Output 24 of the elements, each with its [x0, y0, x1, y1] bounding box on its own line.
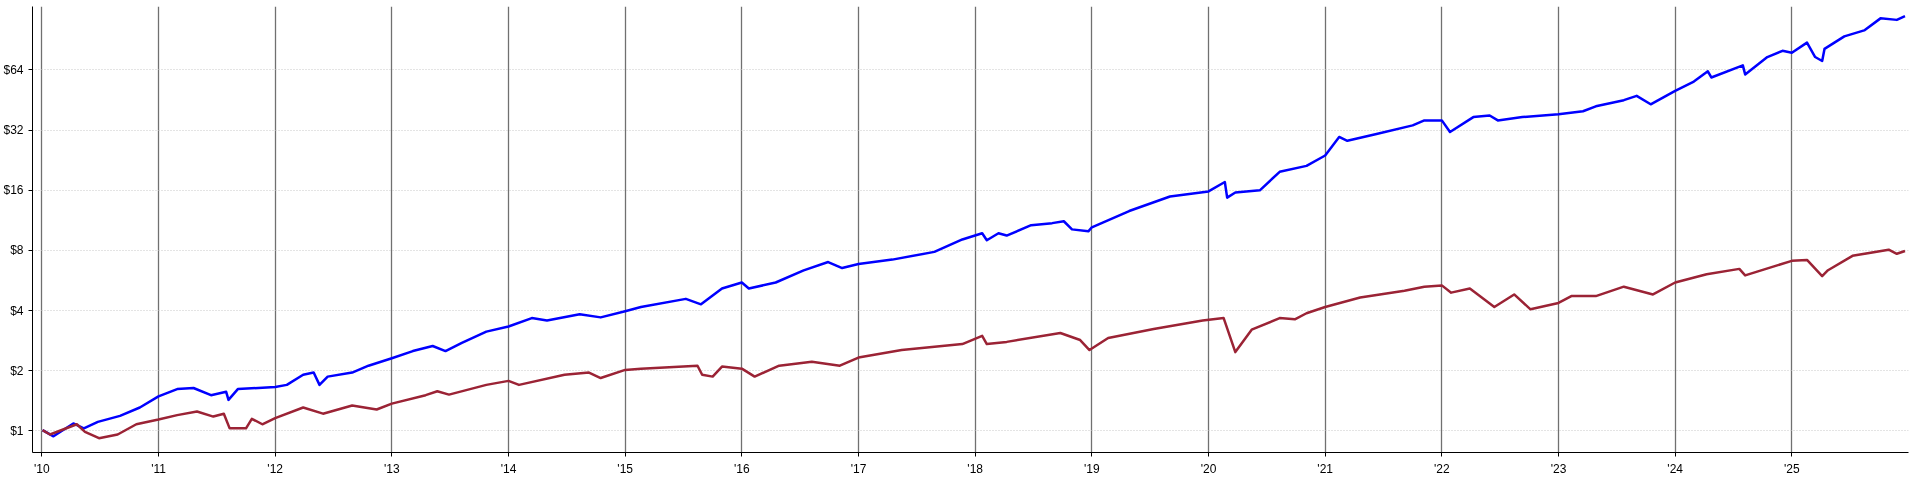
x-tick-label: '23 — [1550, 461, 1567, 476]
x-tick-label: '14 — [500, 461, 517, 476]
y-tick-label: $4 — [10, 303, 24, 318]
line-series — [41, 248, 1907, 440]
x-tick-label: '17 — [850, 461, 867, 476]
x-tick-label: '15 — [617, 461, 634, 476]
x-tick-label: '25 — [1784, 461, 1800, 476]
x-tick-label: '18 — [967, 461, 984, 476]
x-tick-label: '13 — [384, 461, 400, 476]
y-tick-label: $64 — [3, 62, 24, 77]
y-tick-label: $1 — [10, 423, 24, 438]
x-tick-label: '10 — [34, 461, 50, 476]
x-tick-label: '11 — [151, 461, 167, 476]
x-tick-label: '19 — [1084, 461, 1100, 476]
x-tick-label: '24 — [1667, 461, 1684, 476]
x-tick-label: '21 — [1317, 461, 1334, 476]
x-tick-label: '20 — [1200, 461, 1217, 476]
x-tick-label: '16 — [734, 461, 750, 476]
y-tick-label: $2 — [10, 363, 24, 378]
x-tick-label: '22 — [1434, 461, 1450, 476]
x-tick-label: '12 — [267, 461, 284, 476]
y-tick-label: $8 — [10, 243, 24, 258]
y-tick-label: $32 — [3, 123, 24, 138]
y-tick-label: $16 — [3, 183, 24, 198]
